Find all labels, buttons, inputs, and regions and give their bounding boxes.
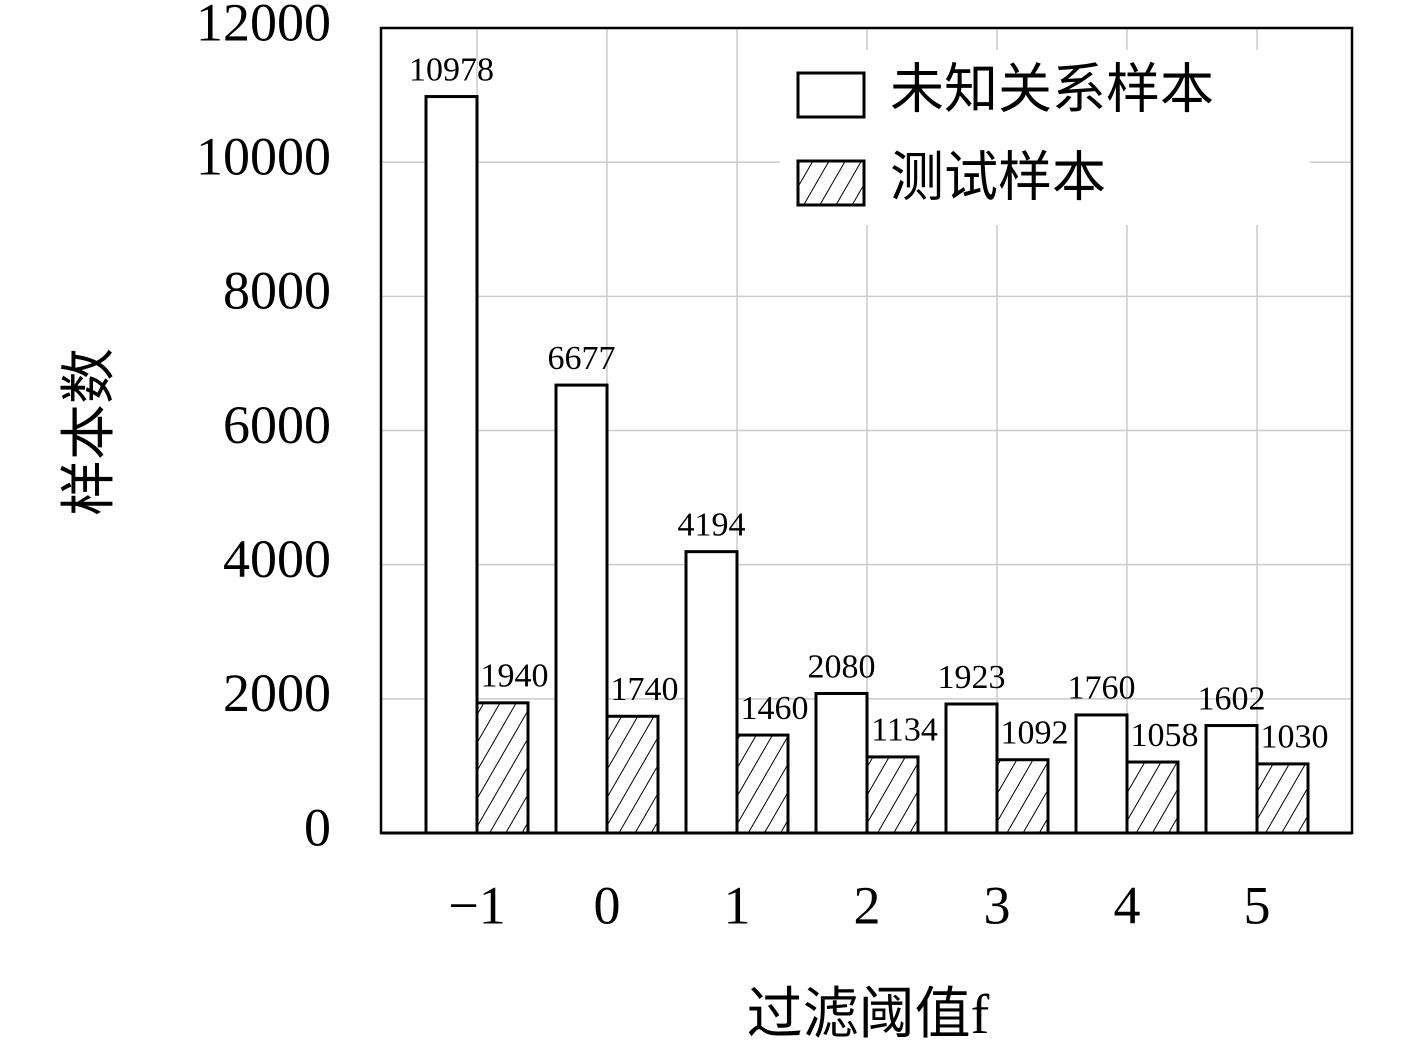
legend-label: 测试样本: [890, 147, 1106, 207]
y-tick-label: 2000: [223, 663, 331, 723]
value-label: 1092: [1001, 715, 1069, 752]
bar: [1204, 724, 1259, 835]
y-tick-label: 0: [304, 797, 331, 857]
bar: [605, 714, 660, 835]
y-tick-label: 4000: [223, 529, 331, 589]
bar: [995, 758, 1050, 835]
bar: [1255, 762, 1310, 835]
value-label: 1923: [938, 659, 1006, 696]
bar: [865, 755, 920, 835]
x-axis-label: 过滤阈值f: [747, 984, 990, 1046]
bar: [1074, 713, 1129, 835]
value-label: 10978: [409, 51, 494, 88]
value-label: 1134: [871, 712, 938, 749]
x-tick-label: 1: [724, 875, 751, 935]
legend-swatch: [796, 159, 866, 207]
y-tick-label: 12000: [196, 0, 331, 52]
x-tick-label: 4: [1114, 875, 1141, 935]
bar: [735, 733, 790, 835]
x-tick-label: −1: [448, 875, 505, 935]
value-label: 1760: [1068, 670, 1136, 707]
bar: [684, 550, 739, 835]
bar: [475, 701, 530, 835]
bar: [554, 383, 609, 835]
legend-label: 未知关系样本: [890, 59, 1214, 119]
bar: [424, 95, 479, 835]
value-label: 1460: [741, 690, 809, 727]
value-label: 1940: [481, 658, 549, 695]
y-tick-label: 10000: [196, 127, 331, 187]
value-label: 1740: [611, 671, 679, 708]
bar: [814, 691, 869, 835]
x-tick-label: 0: [594, 875, 621, 935]
value-label: 1602: [1198, 680, 1266, 717]
bar: [1125, 760, 1180, 835]
y-axis-label: 样本数: [59, 348, 121, 516]
y-tick-label: 8000: [223, 261, 331, 321]
value-label: 4194: [678, 506, 746, 543]
value-label: 1030: [1261, 719, 1329, 756]
value-label: 1058: [1131, 717, 1199, 754]
x-tick-label: 2: [854, 875, 881, 935]
legend-swatch: [796, 71, 866, 119]
x-tick-label: 3: [984, 875, 1011, 935]
x-tick-label: 5: [1244, 875, 1271, 935]
y-tick-label: 6000: [223, 395, 331, 455]
value-label: 2080: [808, 648, 876, 685]
value-label: 6677: [548, 340, 616, 377]
legend-box: [780, 50, 1310, 225]
bar: [944, 702, 999, 835]
